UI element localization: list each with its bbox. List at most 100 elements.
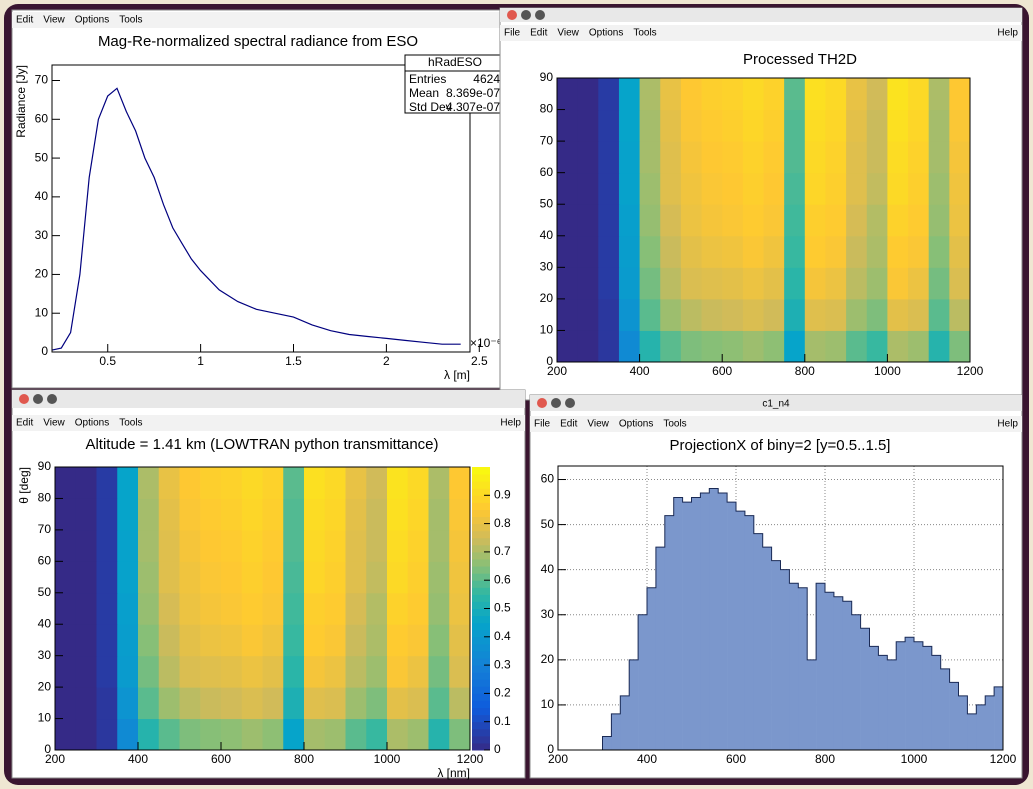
window-button[interactable]: [535, 10, 545, 20]
colorbar-segment: [472, 509, 490, 518]
heatmap-cell: [283, 592, 305, 625]
heatmap-cell: [784, 204, 806, 237]
window-button[interactable]: [507, 10, 517, 20]
heatmap-cell: [158, 467, 180, 499]
heatmap-cell: [241, 718, 263, 751]
heatmap-cell: [742, 141, 764, 174]
heatmap-cell: [763, 109, 785, 142]
menu-item[interactable]: Edit: [530, 28, 547, 39]
colorbar-label: 0.2: [494, 686, 511, 700]
heatmap-cell: [660, 141, 682, 174]
heatmap-cell: [784, 172, 806, 205]
heatmap-cell: [949, 235, 971, 268]
heatmap-cell: [75, 498, 97, 531]
heatmap-cell: [804, 78, 826, 111]
menu-item[interactable]: Options: [75, 418, 109, 429]
heatmap-cell: [387, 592, 409, 625]
heatmap-cell: [680, 204, 703, 237]
heatmap-cell: [283, 718, 305, 751]
heatmap-cell: [449, 687, 471, 720]
heatmap-cell: [866, 330, 888, 363]
heatmap-cell: [55, 498, 77, 531]
window-button[interactable]: [33, 394, 43, 404]
heatmap-cell: [200, 498, 222, 531]
colorbar-segment: [472, 658, 490, 666]
heatmap-cell: [138, 498, 160, 531]
menu-item[interactable]: Help: [997, 28, 1018, 39]
heatmap-cell: [825, 330, 847, 363]
menu-item[interactable]: Help: [500, 418, 521, 429]
heatmap-cell: [96, 467, 118, 499]
window-button[interactable]: [521, 10, 531, 20]
y-tick-label: 50: [35, 150, 49, 164]
stats-key: Entries: [409, 72, 446, 86]
window: c1_n4 File Edit View Options Tools Help Project…: [529, 394, 1023, 779]
heatmap-cell: [701, 235, 723, 268]
heatmap-cell: [763, 204, 785, 237]
heatmap-cell: [557, 204, 579, 237]
plot-frame: [54, 466, 471, 751]
histogram-outline: [558, 488, 1003, 751]
heatmap-cell: [117, 655, 139, 688]
heatmap-cell: [639, 141, 661, 174]
heatmap-cell: [138, 718, 160, 751]
menu-item[interactable]: Options: [589, 28, 623, 39]
heatmap-cell: [949, 298, 971, 331]
menu-item[interactable]: View: [557, 28, 579, 39]
heatmap-cell: [96, 592, 118, 625]
heatmap-cell: [618, 204, 641, 237]
window-button[interactable]: [537, 398, 547, 408]
menu-item[interactable]: Edit: [16, 15, 33, 26]
x-tick-label: 200: [547, 364, 567, 378]
menu-bar: [12, 12, 500, 28]
heatmap-cell: [866, 78, 888, 111]
menu-item[interactable]: View: [43, 15, 65, 26]
histogram-bar: [967, 713, 977, 750]
menu-item[interactable]: View: [587, 419, 609, 430]
window-button[interactable]: [565, 398, 575, 408]
menu-item[interactable]: Tools: [119, 418, 142, 429]
heatmap-cell: [928, 78, 950, 111]
menu-item[interactable]: Edit: [560, 419, 577, 430]
menu-item[interactable]: Tools: [119, 15, 142, 26]
heatmap-cell: [846, 330, 868, 363]
heatmap-cell: [701, 204, 723, 237]
heatmap-cell: [784, 267, 806, 300]
menu-item[interactable]: File: [504, 28, 521, 39]
menu-item[interactable]: Tools: [633, 28, 656, 39]
heatmap-cell: [262, 592, 284, 625]
window-button[interactable]: [551, 398, 561, 408]
heatmap-cell: [304, 687, 326, 720]
window: Edit View Options Tools Mag-Re-normalized sp…: [11, 9, 506, 389]
histogram-bar: [647, 587, 657, 750]
heatmap-cell: [804, 330, 826, 363]
heatmap-cell: [846, 298, 868, 331]
heatmap-cell: [407, 718, 429, 751]
heatmap-cell: [345, 718, 367, 751]
window-button[interactable]: [47, 394, 57, 404]
histogram-bar: [762, 547, 772, 750]
heatmap-cell: [117, 561, 139, 594]
menu-item[interactable]: Options: [619, 419, 653, 430]
menu-item[interactable]: File: [534, 419, 551, 430]
y-tick-label: 70: [38, 522, 52, 536]
heatmap-cell: [701, 78, 723, 111]
menu-item[interactable]: Tools: [663, 419, 686, 430]
menu-item[interactable]: Help: [997, 419, 1018, 430]
heatmap-cell: [557, 172, 579, 205]
histogram-bar: [914, 641, 924, 750]
heatmap-cell: [179, 467, 201, 499]
heatmap-cell: [866, 267, 888, 300]
menu-item[interactable]: View: [43, 418, 65, 429]
histogram-bar: [816, 583, 826, 750]
menu-item[interactable]: Options: [75, 15, 109, 26]
heatmap-cell: [887, 109, 909, 142]
histogram-bar: [602, 736, 612, 750]
plot-frame: [51, 64, 471, 353]
heatmap-cell: [345, 561, 367, 594]
heatmap-cell: [928, 109, 950, 142]
window-button[interactable]: [19, 394, 29, 404]
y-tick-label: 0: [44, 742, 51, 756]
menu-item[interactable]: Edit: [16, 418, 33, 429]
heatmap-cell: [701, 172, 723, 205]
